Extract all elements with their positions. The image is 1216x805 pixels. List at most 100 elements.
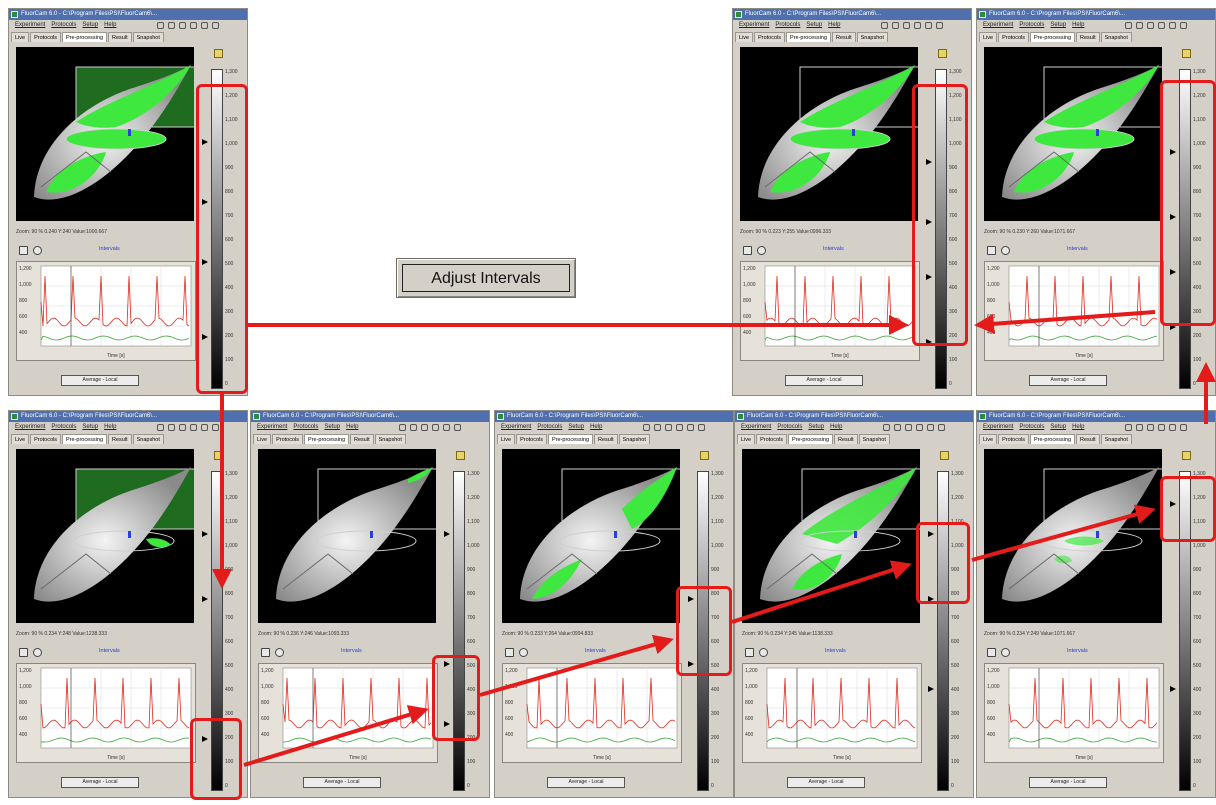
menu-item[interactable]: Experiment — [15, 22, 46, 28]
tab[interactable]: Result — [350, 434, 374, 444]
tab[interactable]: Pre-processing — [786, 32, 832, 42]
average-local-button[interactable]: Average - Local — [61, 375, 139, 386]
menu-item[interactable]: Protocols — [1019, 22, 1045, 28]
color-scale-icon[interactable] — [456, 451, 465, 460]
settings-icon[interactable] — [654, 424, 661, 431]
settings-icon[interactable] — [519, 648, 528, 657]
settings-icon[interactable] — [1001, 246, 1010, 255]
color-scale-icon[interactable] — [1182, 49, 1191, 58]
circle-icon[interactable] — [1169, 22, 1176, 29]
average-local-button[interactable]: Average - Local — [61, 777, 139, 788]
leaf-icon[interactable] — [421, 424, 428, 431]
fluorescence-image[interactable] — [16, 47, 194, 221]
intensity-scale-slider[interactable] — [1179, 69, 1191, 389]
intensity-scale-slider[interactable] — [935, 69, 947, 389]
circle-icon[interactable] — [443, 424, 450, 431]
tab[interactable]: Result — [1076, 434, 1100, 444]
info-icon[interactable] — [432, 424, 439, 431]
tab[interactable]: Protocols — [30, 434, 62, 444]
menu-item[interactable]: Setup — [1050, 424, 1067, 430]
interval-marker[interactable] — [1170, 149, 1176, 155]
menu-item[interactable]: Setup — [324, 424, 341, 430]
color-scale-icon[interactable] — [214, 451, 223, 460]
menu-item[interactable]: Protocols — [537, 424, 563, 430]
tab[interactable]: Live — [979, 32, 998, 42]
interval-marker[interactable] — [202, 531, 208, 537]
grid-icon[interactable] — [698, 424, 705, 431]
settings-icon[interactable] — [892, 22, 899, 29]
interval-marker[interactable] — [202, 259, 208, 265]
tab[interactable]: Snapshot — [1100, 32, 1132, 42]
color-scale-icon[interactable] — [700, 451, 709, 460]
info-icon[interactable] — [190, 22, 197, 29]
save-icon[interactable] — [261, 648, 270, 657]
tab[interactable]: Live — [735, 32, 754, 42]
intensity-scale-slider[interactable] — [453, 471, 465, 791]
leaf-icon[interactable] — [179, 22, 186, 29]
interval-marker[interactable] — [444, 721, 450, 727]
intensity-scale-slider[interactable] — [1179, 471, 1191, 791]
tab[interactable]: Pre-processing — [548, 434, 594, 444]
settings-icon[interactable] — [894, 424, 901, 431]
menu-item[interactable]: Help — [830, 424, 843, 430]
save-icon[interactable] — [743, 246, 752, 255]
circle-icon[interactable] — [201, 22, 208, 29]
grid-icon[interactable] — [936, 22, 943, 29]
fluorescence-image[interactable] — [502, 449, 680, 623]
tab[interactable]: Live — [11, 32, 30, 42]
menu-item[interactable]: Help — [104, 22, 117, 28]
color-scale-icon[interactable] — [1182, 451, 1191, 460]
tab[interactable]: Protocols — [998, 32, 1030, 42]
info-icon[interactable] — [190, 424, 197, 431]
tab[interactable]: Live — [979, 434, 998, 444]
save-icon[interactable] — [881, 22, 888, 29]
tab[interactable]: Live — [497, 434, 516, 444]
save-icon[interactable] — [987, 648, 996, 657]
intensity-scale-slider[interactable] — [937, 471, 949, 791]
tab[interactable]: Protocols — [272, 434, 304, 444]
tab[interactable]: Snapshot — [1100, 434, 1132, 444]
interval-marker[interactable] — [1170, 501, 1176, 507]
settings-icon[interactable] — [275, 648, 284, 657]
interval-marker[interactable] — [202, 139, 208, 145]
save-icon[interactable] — [505, 648, 514, 657]
save-icon[interactable] — [19, 246, 28, 255]
settings-icon[interactable] — [757, 246, 766, 255]
circle-icon[interactable] — [687, 424, 694, 431]
interval-marker[interactable] — [926, 274, 932, 280]
interval-marker[interactable] — [1170, 324, 1176, 330]
menu-item[interactable]: Experiment — [257, 424, 288, 430]
tab[interactable]: Pre-processing — [1030, 32, 1076, 42]
menu-item[interactable]: Experiment — [739, 22, 770, 28]
interval-marker[interactable] — [926, 339, 932, 345]
average-local-button[interactable]: Average - Local — [1029, 777, 1107, 788]
circle-icon[interactable] — [1169, 424, 1176, 431]
menu-item[interactable]: Protocols — [1019, 424, 1045, 430]
settings-icon[interactable] — [410, 424, 417, 431]
color-scale-icon[interactable] — [938, 49, 947, 58]
tab[interactable]: Snapshot — [618, 434, 650, 444]
interval-marker[interactable] — [688, 596, 694, 602]
grid-icon[interactable] — [454, 424, 461, 431]
save-icon[interactable] — [1125, 22, 1132, 29]
settings-icon[interactable] — [33, 648, 42, 657]
interval-marker[interactable] — [1170, 269, 1176, 275]
interval-marker[interactable] — [1170, 686, 1176, 692]
menu-item[interactable]: Help — [104, 424, 117, 430]
interval-marker[interactable] — [928, 686, 934, 692]
interval-marker[interactable] — [202, 596, 208, 602]
fluorescence-image[interactable] — [740, 47, 918, 221]
info-icon[interactable] — [1158, 424, 1165, 431]
color-scale-icon[interactable] — [940, 451, 949, 460]
info-icon[interactable] — [676, 424, 683, 431]
save-icon[interactable] — [883, 424, 890, 431]
tab[interactable]: Protocols — [30, 32, 62, 42]
tab[interactable]: Live — [737, 434, 756, 444]
menu-item[interactable]: Protocols — [775, 22, 801, 28]
circle-icon[interactable] — [201, 424, 208, 431]
menu-item[interactable]: Protocols — [777, 424, 803, 430]
interval-marker[interactable] — [1170, 214, 1176, 220]
settings-icon[interactable] — [1136, 22, 1143, 29]
tab[interactable]: Snapshot — [132, 434, 164, 444]
save-icon[interactable] — [1125, 424, 1132, 431]
